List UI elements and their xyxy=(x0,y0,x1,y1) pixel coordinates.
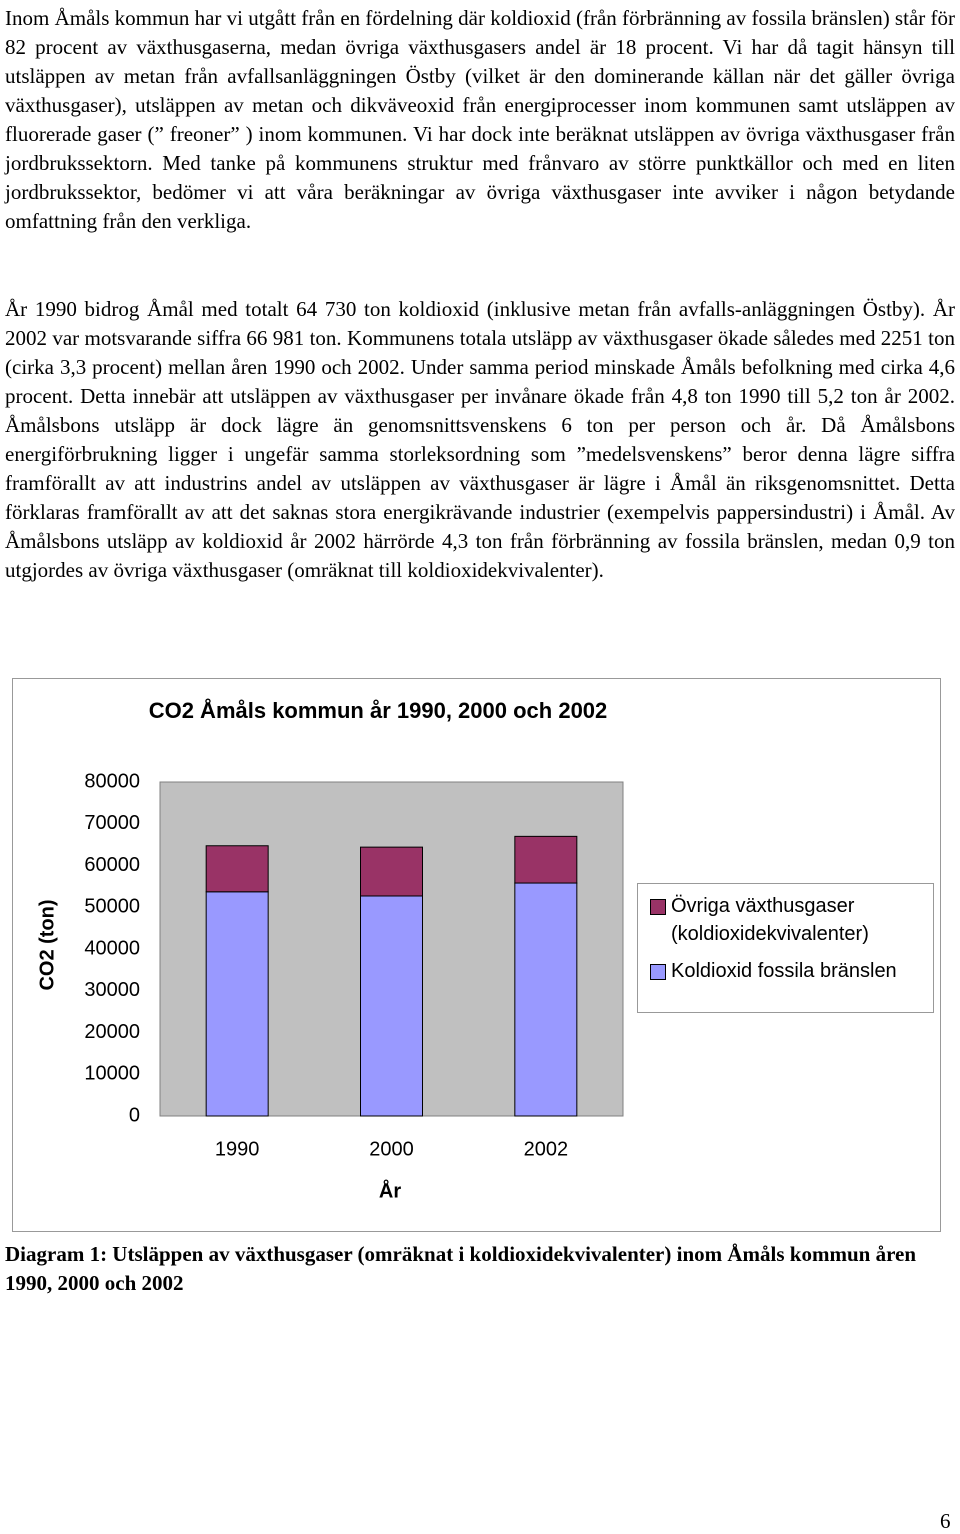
legend-label: Koldioxid fossila bränslen xyxy=(671,960,897,982)
y-tick-label: 80000 xyxy=(84,770,140,792)
chart-title: CO2 Åmåls kommun år 1990, 2000 och 2002 xyxy=(149,697,608,723)
page-number: 6 xyxy=(940,1509,951,1533)
x-tick-label: 2002 xyxy=(524,1138,569,1160)
y-tick-label: 30000 xyxy=(84,979,140,1001)
bar-segment xyxy=(205,891,269,1117)
y-axis-label: CO2 (ton) xyxy=(36,899,58,990)
y-tick-label: 70000 xyxy=(84,812,140,834)
y-tick-label: 0 xyxy=(129,1104,140,1126)
y-tick-label: 60000 xyxy=(84,854,140,876)
x-tick-label: 2000 xyxy=(369,1138,414,1160)
bar-segment xyxy=(205,845,269,893)
legend-swatch xyxy=(650,899,666,915)
y-tick-label: 20000 xyxy=(84,1021,140,1043)
paragraph: År 1990 bidrog Åmål med totalt 64 730 to… xyxy=(5,297,955,582)
x-tick-label: 1990 xyxy=(215,1138,260,1160)
x-axis-label: År xyxy=(379,1178,401,1202)
bar-segment xyxy=(514,835,578,884)
legend: Övriga växthusgaser (koldioxidekvivalent… xyxy=(637,883,934,1013)
bar-segment xyxy=(360,895,423,1117)
y-tick-label: 40000 xyxy=(84,937,140,959)
legend-label: Övriga växthusgaser (koldioxidekvivalent… xyxy=(671,895,869,945)
y-tick-label: 10000 xyxy=(84,1063,140,1085)
paragraph: Inom Åmåls kommun har vi utgått från en … xyxy=(5,6,955,233)
bar-segment xyxy=(360,846,423,897)
caption: Diagram 1: Utsläppen av växthusgaser (om… xyxy=(5,1242,917,1295)
bar-segment xyxy=(514,882,578,1117)
y-tick-label: 50000 xyxy=(84,896,140,918)
legend-swatch xyxy=(650,964,666,980)
